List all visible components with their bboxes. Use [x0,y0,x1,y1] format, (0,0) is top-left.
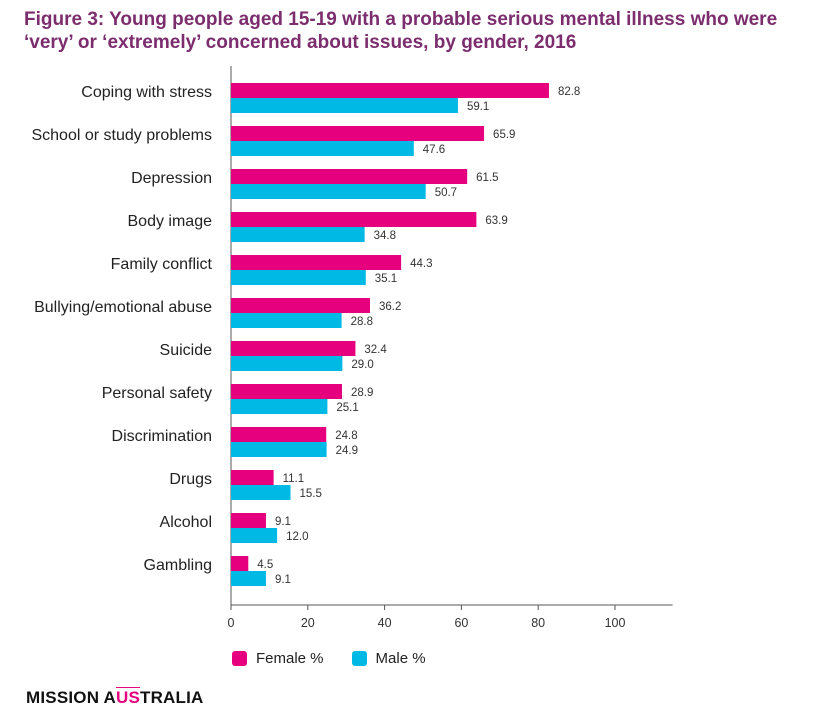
data-label-female: 32.4 [364,344,387,356]
bar-female [231,212,477,227]
bar-female [231,470,274,485]
category-label: Family conflict [111,256,213,273]
legend-swatch-female [232,651,247,666]
category-label: Personal safety [102,385,212,402]
x-tick-label: 100 [605,616,626,630]
category-label: Body image [128,213,213,230]
bar-male [231,98,458,113]
bar-male [231,571,266,586]
x-tick-label: 20 [301,616,315,630]
category-label: Drugs [169,471,212,488]
bar-male [231,442,327,457]
bar-female [231,384,342,399]
data-label-male: 50.7 [435,187,457,199]
data-label-female: 82.8 [558,86,580,98]
legend-swatch-male [351,651,367,666]
data-label-female: 63.9 [485,215,507,227]
data-label-female: 4.5 [257,559,273,571]
category-label: Bullying/emotional abuse [34,299,212,316]
category-label: Coping with stress [81,84,212,101]
data-label-male: 24.9 [336,445,358,457]
data-label-female: 61.5 [476,172,498,184]
legend-item-male: Male % [351,650,426,667]
bar-female [231,427,327,442]
bar-chart: Coping with stress 82.8 59.1 School or stud… [31,66,673,630]
legend: Female % Male % [232,650,454,667]
bar-female [231,513,266,528]
bar-male [231,485,291,500]
logo-text-2: TRALIA [140,688,204,707]
category-label: Gambling [144,557,212,574]
data-label-female: 44.3 [410,258,432,270]
data-label-male: 15.5 [300,488,322,500]
bar-female [231,169,468,184]
category-label: School or study problems [31,127,212,144]
category-label: Alcohol [160,514,212,531]
data-label-female: 28.9 [351,387,373,399]
bar-male [231,528,278,543]
chart-title-line-1: Figure 3: Young people aged 15-19 with a… [24,9,778,30]
data-label-female: 9.1 [275,516,291,528]
data-label-male: 25.1 [336,402,358,414]
bar-male [231,270,366,285]
chart-title-line-2: ‘very’ or ‘extremely’ concerned about is… [24,32,577,53]
data-label-female: 11.1 [283,473,305,485]
data-label-male: 34.8 [374,230,396,242]
data-label-male: 59.1 [467,101,489,113]
data-label-male: 47.6 [423,144,445,156]
bar-male [231,399,328,414]
bar-male [231,227,365,242]
category-label: Discrimination [112,428,212,445]
x-tick-label: 80 [531,616,545,630]
data-label-male: 9.1 [275,574,291,586]
bar-female [231,255,402,270]
chart-title: Figure 3: Young people aged 15-19 with a… [24,8,804,54]
bar-female [231,556,249,571]
data-label-female: 36.2 [379,301,401,313]
data-label-male: 12.0 [286,531,308,543]
category-label: Depression [131,170,212,187]
data-label-male: 29.0 [351,359,373,371]
legend-item-female: Female % [232,650,324,667]
data-label-male: 28.8 [351,316,373,328]
bar-female [231,83,549,98]
legend-label-female: Female % [256,650,324,667]
x-tick-label: 40 [378,616,392,630]
bar-male [231,141,414,156]
data-label-male: 35.1 [375,273,397,285]
logo-text-us: US [115,688,140,707]
data-label-female: 65.9 [493,129,515,141]
bar-male [231,356,343,371]
x-tick-label: 0 [228,616,235,630]
category-label: Suicide [160,342,213,359]
logo-text-1: MISSION A [26,688,116,707]
bar-female [231,126,485,141]
mission-australia-logo: MISSION AUSTRALIA [26,688,204,708]
bar-female [231,298,371,313]
x-tick-label: 60 [454,616,468,630]
bar-male [231,313,342,328]
bar-male [231,184,426,199]
legend-label-male: Male % [375,650,426,667]
data-label-female: 24.8 [335,430,357,442]
bar-female [231,341,356,356]
